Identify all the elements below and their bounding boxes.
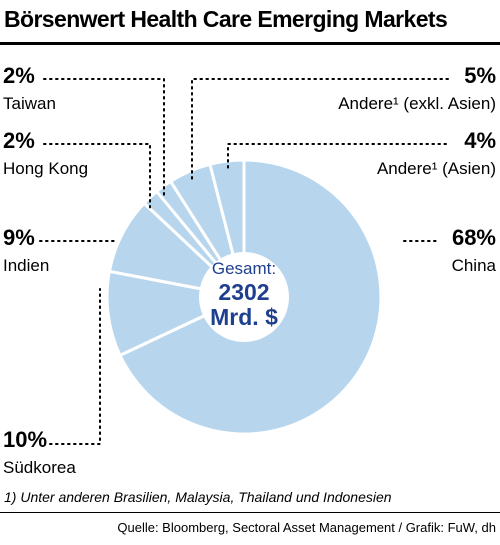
source-credit: Quelle: Bloomberg, Sectoral Asset Manage… <box>117 520 496 535</box>
slice-label-indien: Indien <box>3 256 49 275</box>
slice-label-china: China <box>452 256 497 275</box>
donut-hole <box>199 252 289 342</box>
leader-line-hong-kong <box>43 143 151 209</box>
source-rule <box>0 512 500 513</box>
slice-label-sudkorea: Südkorea <box>3 458 76 477</box>
slice-label-andere-asien: Andere¹ (Asien) <box>377 159 496 178</box>
donut-chart: Gesamt: 2302 Mrd. $ 68% China 10% Südkorea 9… <box>3 63 497 477</box>
title-rule <box>0 42 500 45</box>
slice-pct-indien: 9% <box>3 225 35 250</box>
slice-pct-hong-kong: 2% <box>3 128 35 153</box>
leader-line-andere-asien <box>227 143 447 172</box>
leader-line-sudkorea <box>49 288 101 445</box>
slice-pct-taiwan: 2% <box>3 63 35 88</box>
slice-pct-andere-asien: 4% <box>464 128 496 153</box>
chart-title: Börsenwert Health Care Emerging Markets <box>4 6 448 32</box>
slice-label-andere-exkl-asien: Andere¹ (exkl. Asien) <box>338 94 496 113</box>
leader-line-taiwan <box>43 78 165 197</box>
slice-pct-china: 68% <box>452 225 496 250</box>
center-label-total: 2302 <box>218 279 269 305</box>
center-label-unit: Mrd. $ <box>210 304 278 330</box>
slice-label-taiwan: Taiwan <box>3 94 56 113</box>
slice-pct-andere-exkl-asien: 5% <box>464 63 496 88</box>
slice-label-hong-kong: Hong Kong <box>3 159 88 178</box>
center-label-line1: Gesamt: <box>212 259 276 278</box>
leader-line-andere-exkl-asien <box>191 78 449 182</box>
footnote: 1) Unter anderen Brasilien, Malaysia, Th… <box>4 489 392 505</box>
leader-lines <box>39 78 449 445</box>
slice-pct-sudkorea: 10% <box>3 427 47 452</box>
slice-labels: 68% China 10% Südkorea 9% Indien 2% Hong Kong 2%… <box>3 63 497 477</box>
